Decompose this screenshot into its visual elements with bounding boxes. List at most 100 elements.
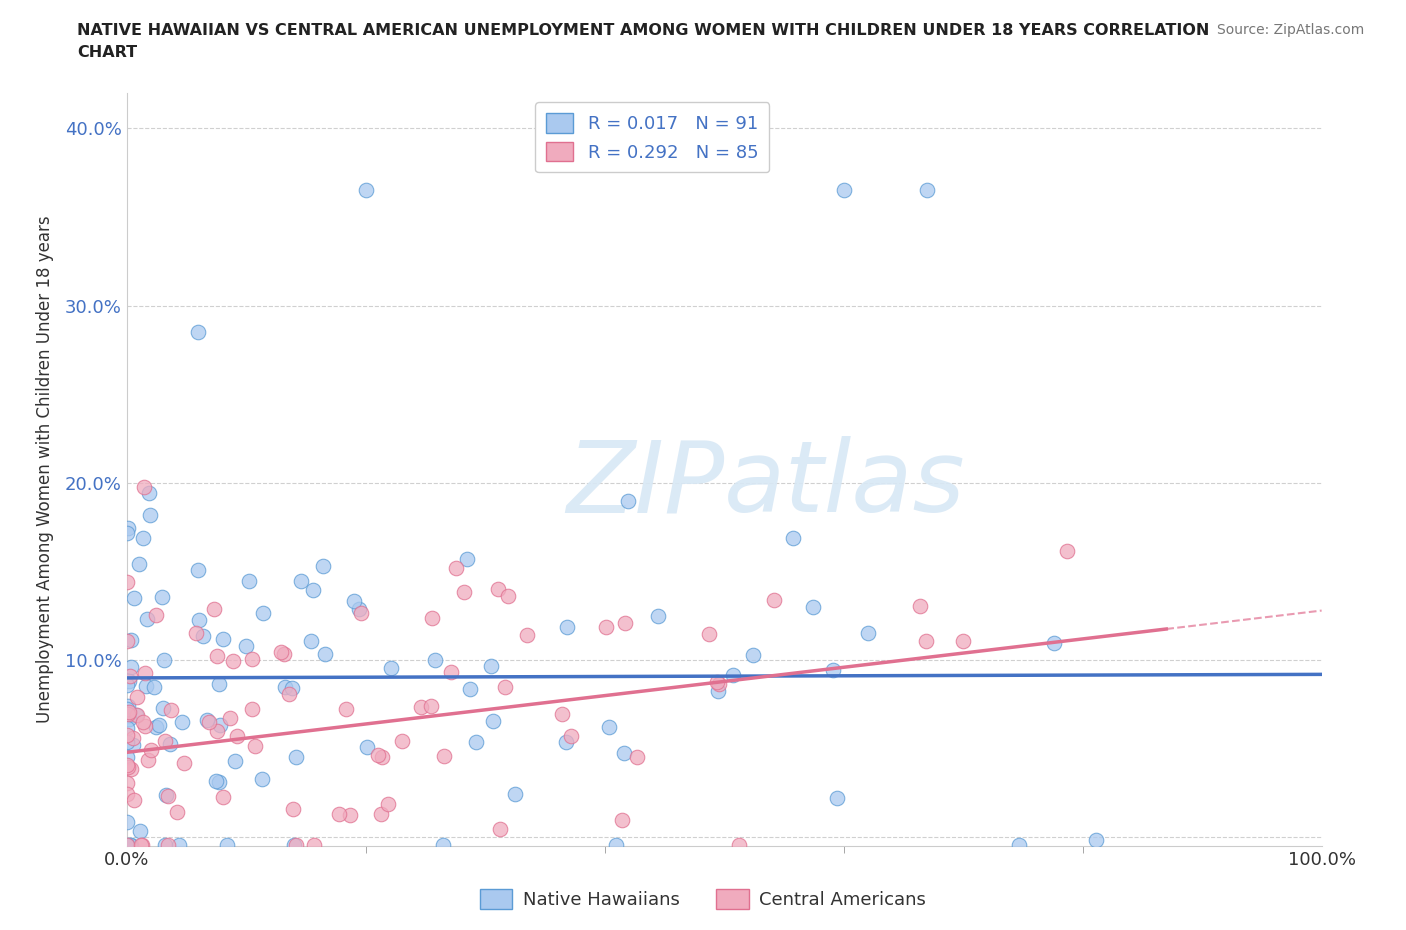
Point [240,651,263,666]
Point [117,837,139,852]
Point [555,619,578,634]
Point [186,625,208,640]
Point [115,678,138,693]
Point [721,668,744,683]
Point [187,325,209,339]
Point [142,680,165,695]
Point [486,581,509,596]
Point [118,837,141,852]
Point [367,748,389,763]
Point [284,750,307,764]
Point [328,806,350,821]
Point [205,649,228,664]
Point [494,679,516,694]
Point [391,734,413,749]
Point [555,735,578,750]
Point [125,707,148,722]
Point [915,633,938,648]
Text: Source: ZipAtlas.com: Source: ZipAtlas.com [1216,23,1364,37]
Point [741,647,763,662]
Point [193,629,215,644]
Point [153,653,176,668]
Point [115,526,138,541]
Point [409,699,432,714]
Point [157,789,180,804]
Point [908,599,931,614]
Point [782,530,804,545]
Point [617,493,640,508]
Point [202,602,225,617]
Point [432,749,454,764]
Point [274,679,297,694]
Point [139,508,162,523]
Point [446,561,468,576]
Point [222,653,245,668]
Point [270,644,292,659]
Point [456,552,478,567]
Point [117,698,139,713]
Point [145,720,167,735]
Point [136,752,159,767]
Point [707,684,730,698]
Point [605,837,627,852]
Point [127,690,149,705]
Point [503,787,526,802]
Point [252,605,274,620]
Point [145,607,167,622]
Point [856,626,879,641]
Point [118,705,141,720]
Point [115,633,138,648]
Point [224,753,246,768]
Point [647,608,669,623]
Point [197,714,219,729]
Point [156,837,179,852]
Point [159,702,181,717]
Point [917,183,939,198]
Point [120,762,142,777]
Point [159,737,181,751]
Point [283,837,305,852]
Point [614,616,637,631]
Point [117,759,139,774]
Point [706,674,728,689]
Point [626,750,648,764]
Point [132,479,155,494]
Point [952,634,974,649]
Point [370,750,392,764]
Point [117,707,139,722]
Point [377,796,399,811]
Point [335,701,357,716]
Point [727,837,749,852]
Text: NATIVE HAWAIIAN VS CENTRAL AMERICAN UNEMPLOYMENT AMONG WOMEN WITH CHILDREN UNDER: NATIVE HAWAIIAN VS CENTRAL AMERICAN UNEM… [77,23,1209,38]
Point [129,837,152,852]
Point [155,788,177,803]
Point [115,758,138,773]
Point [208,775,231,790]
Point [207,676,229,691]
Point [188,612,211,627]
Point [138,485,160,500]
Point [821,663,844,678]
Point [135,678,157,693]
Point [240,702,263,717]
Point [195,712,218,727]
Point [139,743,162,758]
Point [208,717,231,732]
Point [425,653,447,668]
Point [211,790,233,804]
Point [440,665,463,680]
Point [284,837,307,852]
Point [278,686,301,701]
Point [115,750,138,764]
Point [516,628,538,643]
Point [598,720,620,735]
Point [304,837,326,852]
Point [489,821,512,836]
Point [453,584,475,599]
Point [1056,544,1078,559]
Point [117,702,139,717]
Point [128,557,150,572]
Point [115,786,138,801]
Point [610,813,633,828]
Point [496,589,519,604]
